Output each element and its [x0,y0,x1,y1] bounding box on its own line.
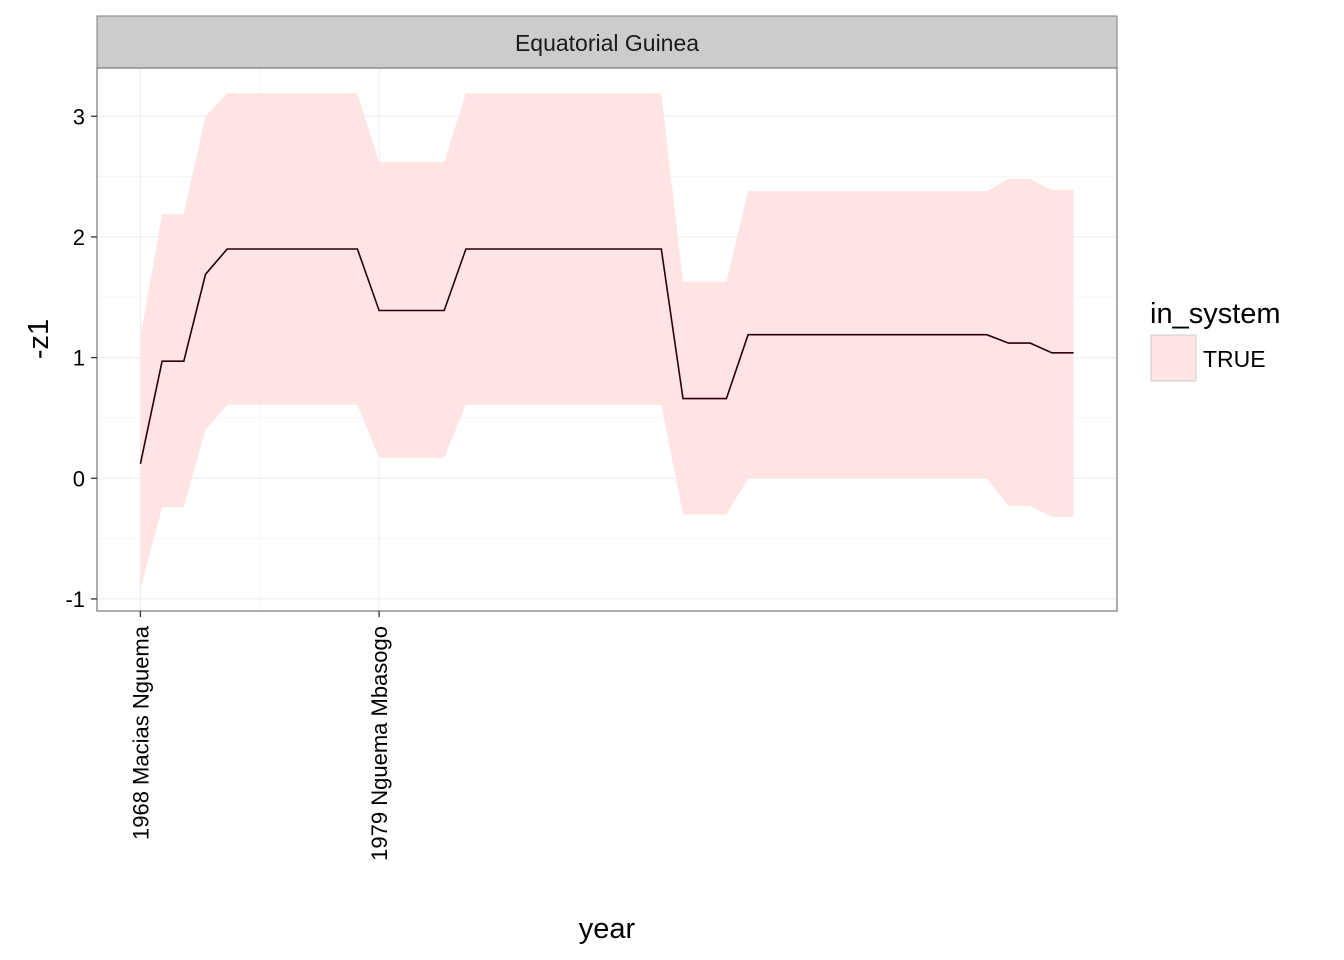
y-tick-label: 2 [73,225,85,250]
y-axis-title: -z1 [23,319,55,359]
y-tick-label: 1 [73,346,85,371]
legend-key-true [1150,334,1197,382]
plot-panel-border [96,67,1118,612]
legend-title: in_system [1150,298,1281,330]
y-tick-label: -1 [65,587,85,612]
facet-strip [96,15,1118,69]
x-axis-title: year [579,913,636,945]
legend-label-true: TRUE [1203,346,1266,372]
confidence-ribbon [140,93,1074,590]
x-axis: 1968 Macias Nguema 1979 Nguema Mbasogo [128,611,392,861]
y-tick-label: 3 [73,104,85,129]
series-line [139,248,1074,464]
x-tick-label: 1968 Macias Nguema [128,625,153,840]
y-axis: -1 0 1 2 3 [65,104,97,612]
x-tick-label: 1979 Nguema Mbasogo [367,626,392,861]
y-tick-label: 0 [73,466,85,491]
legend: in_system TRUE [1150,298,1281,382]
facet-strip-label: Equatorial Guinea [515,30,699,56]
